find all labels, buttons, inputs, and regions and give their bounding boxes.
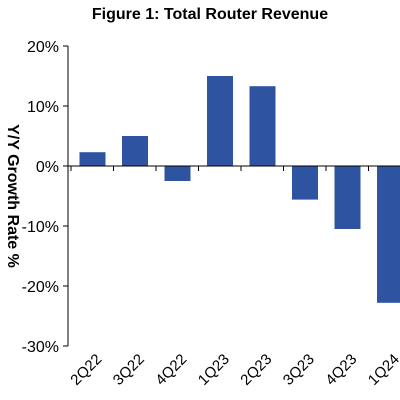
- bar-4Q22: [164, 166, 191, 181]
- y-tick-label: 20%: [27, 39, 59, 56]
- y-tick-label: -30%: [22, 339, 59, 356]
- y-axis-label: Y/Y Growth Rate %: [4, 124, 21, 268]
- x-tick-label: 3Q22: [110, 351, 148, 389]
- plot-area: -30% -20% -10% 0% 10% 20% 2Q22 3Q22 4Q22 1Q23 2Q23…: [22, 39, 400, 389]
- bar-3Q22: [122, 136, 148, 166]
- bar-1Q23: [207, 76, 233, 166]
- x-tick-label: 1Q23: [195, 351, 233, 389]
- y-tick-label: -10%: [22, 219, 59, 236]
- bar-3Q23: [292, 166, 318, 200]
- x-tick-label: 3Q23: [280, 351, 318, 389]
- bar-2Q22: [79, 152, 106, 166]
- x-tick-label: 2Q23: [237, 351, 275, 389]
- y-tick-label: 10%: [27, 99, 59, 116]
- x-tick-label: 4Q22: [152, 351, 190, 389]
- bar-4Q23: [334, 166, 361, 229]
- bar-2Q23: [249, 86, 276, 166]
- y-tick-label: -20%: [22, 279, 59, 296]
- chart-title: Figure 1: Total Router Revenue: [92, 6, 328, 23]
- y-tick-label: 0%: [36, 159, 59, 176]
- x-tick-label: 4Q23: [322, 351, 360, 389]
- x-tick-label: 2Q22: [67, 351, 105, 389]
- bar-1Q24: [377, 166, 400, 303]
- x-tick-label: 1Q24: [365, 351, 400, 389]
